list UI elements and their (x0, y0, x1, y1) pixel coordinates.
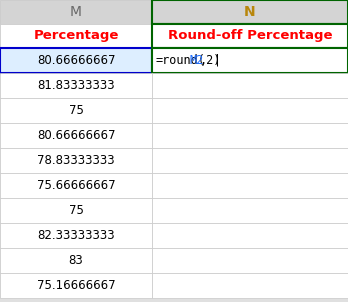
Text: ,2): ,2) (200, 54, 221, 67)
Text: 75: 75 (69, 204, 84, 217)
Bar (152, 0, 348, 24)
Bar (152, 148, 348, 173)
Text: 80.66666667: 80.66666667 (37, 129, 115, 142)
Bar (0, 98, 152, 123)
Bar (152, 123, 348, 148)
Bar (152, 248, 348, 273)
Text: 80.66666667: 80.66666667 (37, 54, 115, 67)
Text: |: | (214, 54, 221, 67)
Bar (152, 48, 348, 73)
Bar (152, 24, 348, 48)
Bar (0, 0, 152, 24)
Text: 83: 83 (69, 254, 84, 267)
Text: Round-off Percentage: Round-off Percentage (168, 30, 332, 43)
Text: 78.83333333: 78.83333333 (37, 154, 115, 167)
Text: N: N (244, 5, 256, 19)
Bar (152, 198, 348, 223)
Text: 82.33333333: 82.33333333 (37, 229, 115, 242)
Bar (152, 223, 348, 248)
Bar (0, 273, 152, 298)
Bar (152, 273, 348, 298)
Bar (0, 248, 152, 273)
Text: 81.83333333: 81.83333333 (37, 79, 115, 92)
Text: 75.66666667: 75.66666667 (37, 179, 115, 192)
Bar (152, 73, 348, 98)
Bar (0, 173, 152, 198)
Text: 75.16666667: 75.16666667 (37, 279, 115, 292)
Text: 75: 75 (69, 104, 84, 117)
Bar (152, 173, 348, 198)
Text: M: M (70, 5, 82, 19)
Bar (0, 73, 152, 98)
Text: Percentage: Percentage (33, 30, 119, 43)
Bar (0, 123, 152, 148)
Text: M2: M2 (190, 54, 204, 67)
Bar (0, 198, 152, 223)
Bar (0, 48, 152, 73)
Bar (152, 98, 348, 123)
Bar (0, 223, 152, 248)
Text: =round(: =round( (156, 54, 206, 67)
Bar (0, 148, 152, 173)
Bar (0, 24, 152, 48)
